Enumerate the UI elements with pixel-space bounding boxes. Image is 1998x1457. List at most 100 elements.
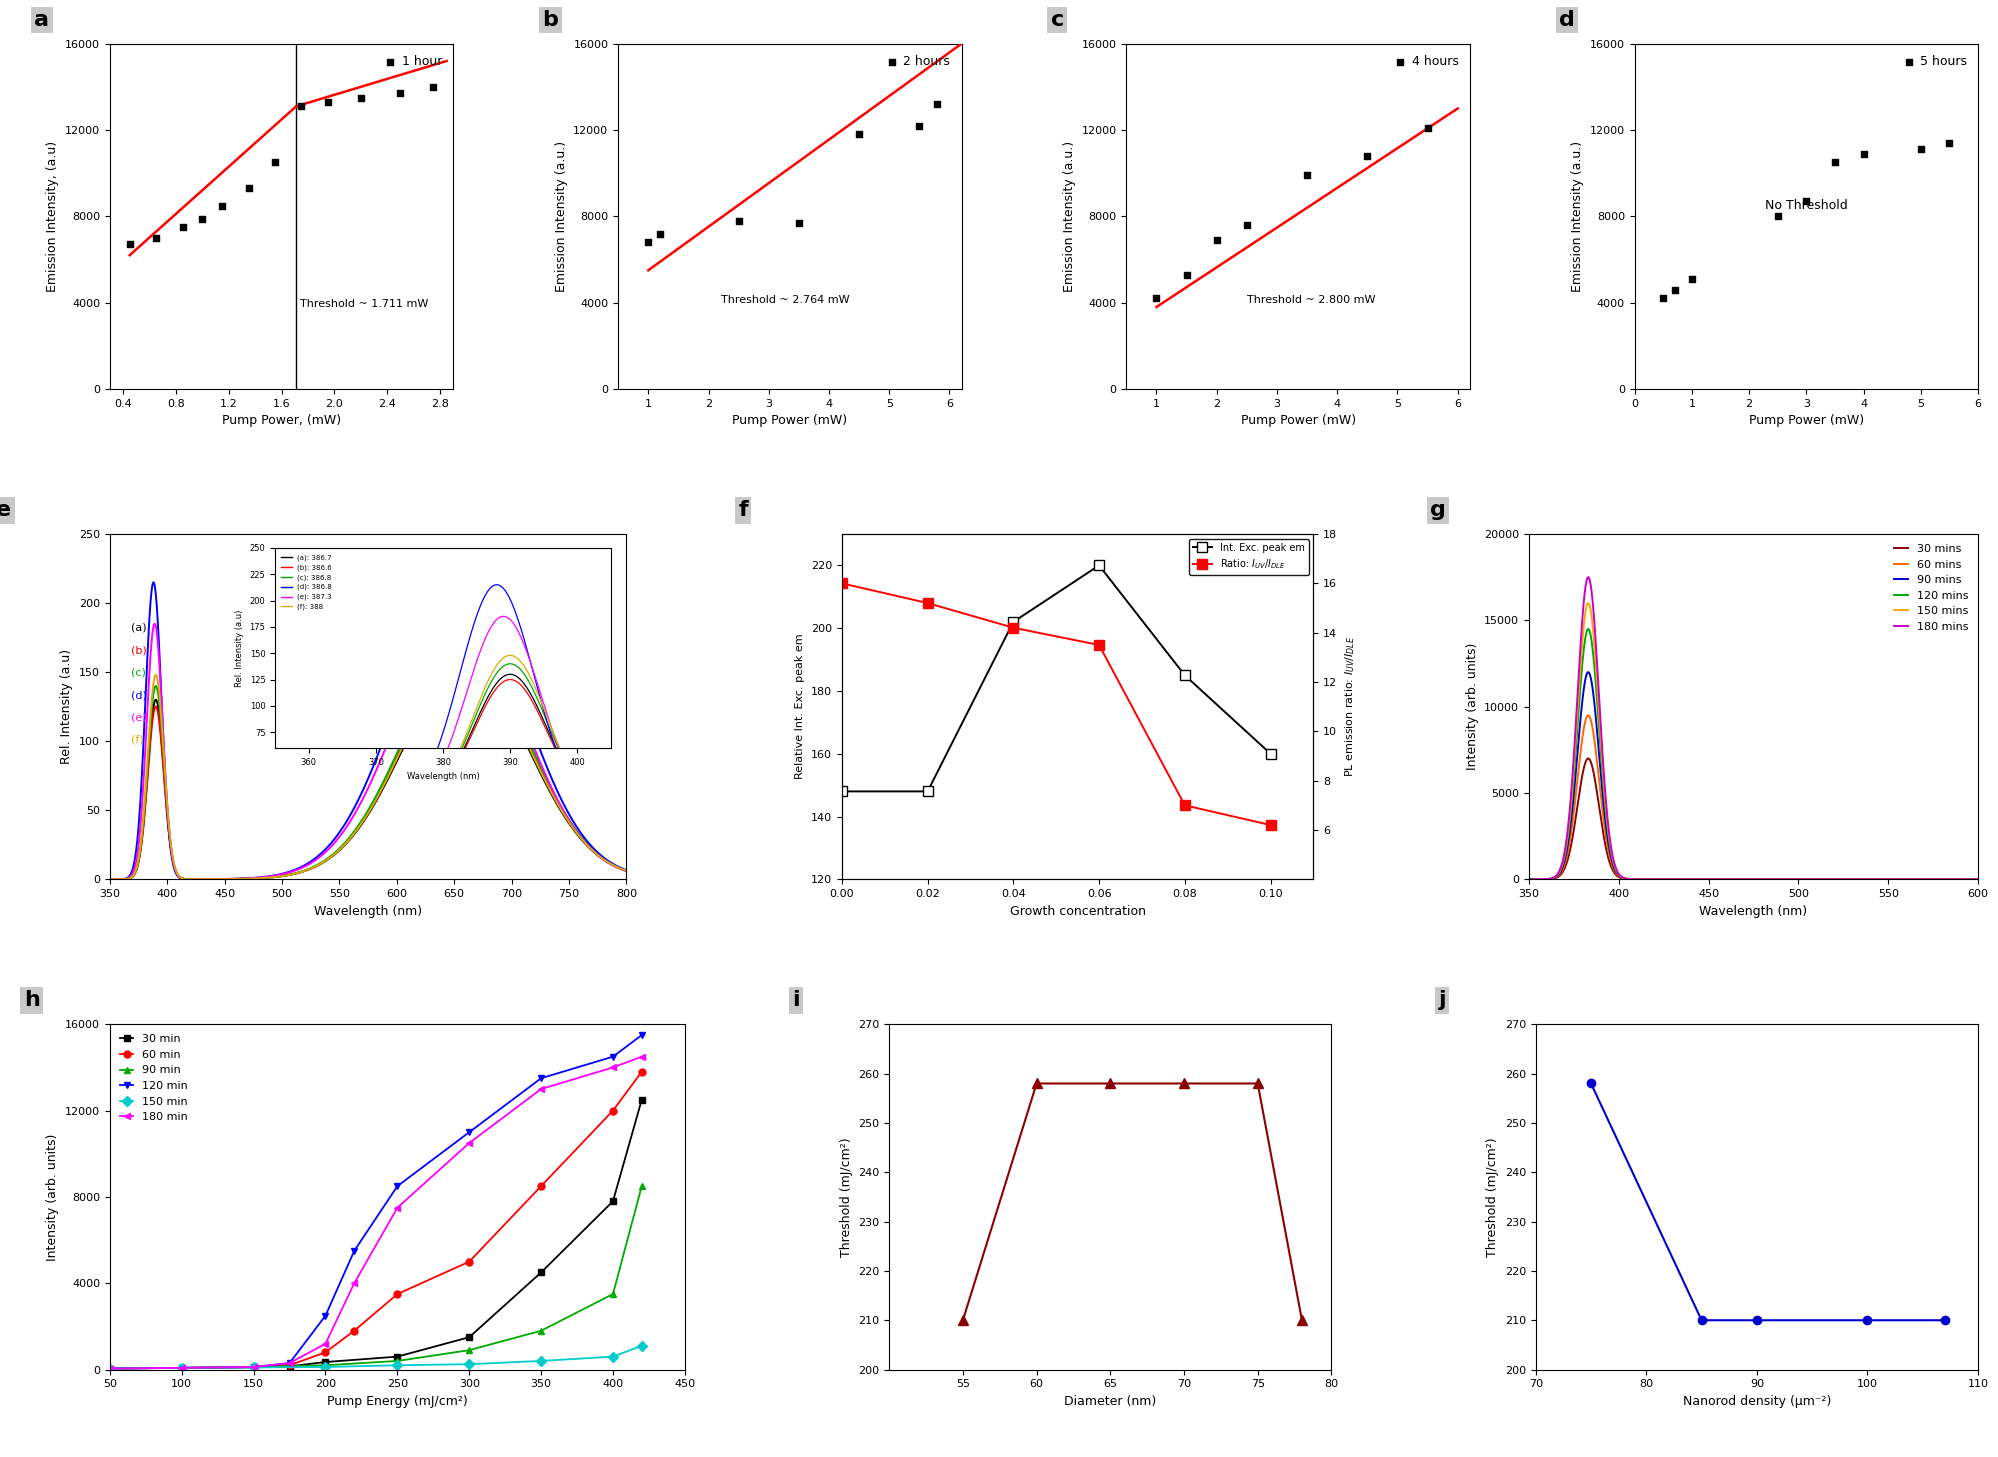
30 min <box>629 1091 653 1109</box>
180 mins <box>1826 870 1850 887</box>
90 mins <box>1516 870 1540 887</box>
Line: 180 min: 180 min <box>106 1053 645 1372</box>
Y-axis label: Intensity (arb. units): Intensity (arb. units) <box>46 1134 60 1260</box>
90 mins <box>1698 870 1722 887</box>
Y-axis label: Relative Int. Exc. peak em: Relative Int. Exc. peak em <box>795 634 805 779</box>
Point <box>384 82 416 105</box>
Text: Threshold ~ 2.764 mW: Threshold ~ 2.764 mW <box>721 294 849 305</box>
30 min <box>529 1263 553 1281</box>
Point <box>1658 278 1690 302</box>
120 min <box>98 1359 122 1377</box>
Ratio: $I_{UV}/I_{DLE}$: (0.04, 14.2): $I_{UV}/I_{DLE}$: (0.04, 14.2) <box>1001 619 1025 637</box>
30 min <box>386 1348 410 1365</box>
Text: Threshold ~ 1.711 mW: Threshold ~ 1.711 mW <box>300 299 430 309</box>
120 mins <box>1714 870 1738 887</box>
180 min <box>314 1335 338 1352</box>
150 min <box>314 1358 338 1375</box>
Line: 60 mins: 60 mins <box>1528 715 1978 879</box>
180 mins <box>1698 870 1722 887</box>
150 mins <box>1876 870 1900 887</box>
Text: d: d <box>1558 10 1574 31</box>
Point <box>921 92 953 115</box>
30 min <box>170 1359 194 1377</box>
150 min <box>458 1355 482 1372</box>
Point <box>286 95 318 118</box>
120 min <box>629 1026 653 1043</box>
180 min <box>242 1358 266 1375</box>
60 mins <box>1562 796 1586 813</box>
180 min <box>98 1359 122 1377</box>
60 min <box>242 1358 266 1375</box>
Text: c: c <box>1051 10 1065 31</box>
Point <box>1762 204 1794 227</box>
Legend: 1 hour: 1 hour <box>380 50 448 73</box>
Text: (f): (f) <box>130 734 144 745</box>
60 mins <box>1876 870 1900 887</box>
150 mins <box>1826 870 1850 887</box>
30 mins <box>1516 870 1540 887</box>
Text: f: f <box>737 500 747 520</box>
60 mins <box>1576 707 1600 724</box>
60 min <box>386 1285 410 1303</box>
150 min <box>170 1359 194 1377</box>
X-axis label: Growth concentration: Growth concentration <box>1009 905 1145 918</box>
30 mins <box>1562 814 1586 832</box>
60 min <box>98 1359 122 1377</box>
90 min <box>242 1358 266 1375</box>
60 min <box>314 1343 338 1361</box>
Point <box>1676 267 1708 290</box>
Point <box>843 122 875 146</box>
60 min <box>170 1359 194 1377</box>
180 min <box>529 1080 553 1097</box>
150 min <box>529 1352 553 1370</box>
60 min <box>458 1253 482 1271</box>
30 mins <box>1698 870 1722 887</box>
90 mins <box>1562 775 1586 793</box>
180 min <box>629 1048 653 1065</box>
Point <box>1171 262 1203 286</box>
Point <box>1904 138 1936 162</box>
30 min <box>458 1329 482 1346</box>
90 min <box>601 1285 625 1303</box>
Text: (e): (e) <box>130 712 146 723</box>
120 mins <box>1826 870 1850 887</box>
Point <box>723 208 755 232</box>
30 min <box>601 1192 625 1209</box>
Y-axis label: Emission Intensity (a.u.): Emission Intensity (a.u.) <box>555 141 567 291</box>
Point <box>1351 144 1383 168</box>
150 min <box>386 1356 410 1374</box>
150 mins <box>1868 870 1892 887</box>
Int. Exc. peak em <box>1001 613 1025 631</box>
Legend: 4 hours: 4 hours <box>1389 50 1463 73</box>
Text: g: g <box>1431 500 1447 520</box>
150 mins <box>1516 870 1540 887</box>
Point <box>418 76 450 99</box>
60 min <box>529 1177 553 1195</box>
Line: 30 mins: 30 mins <box>1528 759 1978 879</box>
30 mins <box>1714 870 1738 887</box>
90 mins <box>1714 870 1738 887</box>
30 min <box>314 1354 338 1371</box>
Point <box>1231 213 1263 236</box>
30 mins <box>1868 870 1892 887</box>
90 mins <box>1826 870 1850 887</box>
90 mins <box>1576 663 1600 680</box>
60 mins <box>1868 870 1892 887</box>
180 min <box>386 1199 410 1217</box>
X-axis label: Pump Energy (mJ/cm²): Pump Energy (mJ/cm²) <box>328 1394 468 1407</box>
30 min <box>242 1359 266 1377</box>
Legend: 2 hours: 2 hours <box>881 50 955 73</box>
Point <box>346 86 378 109</box>
120 mins <box>1876 870 1900 887</box>
Ratio: $I_{UV}/I_{DLE}$: (0.1, 6.2): $I_{UV}/I_{DLE}$: (0.1, 6.2) <box>1259 816 1283 833</box>
X-axis label: Pump Power, (mW): Pump Power, (mW) <box>222 414 342 427</box>
Line: 150 mins: 150 mins <box>1528 603 1978 879</box>
Text: e: e <box>0 500 12 520</box>
150 min <box>601 1348 625 1365</box>
Line: 120 min: 120 min <box>106 1032 645 1372</box>
120 min <box>242 1358 266 1375</box>
150 mins <box>1576 594 1600 612</box>
180 mins <box>1876 870 1900 887</box>
Y-axis label: Threshold (mJ/cm²): Threshold (mJ/cm²) <box>1487 1136 1498 1257</box>
180 mins <box>1562 731 1586 749</box>
